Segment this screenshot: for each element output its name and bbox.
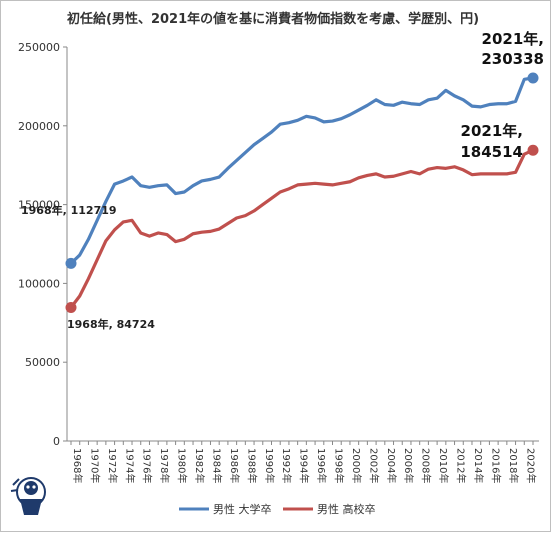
annotation-highschool-1968: 1968年, 84724 bbox=[67, 317, 155, 331]
series-line-0 bbox=[69, 76, 535, 265]
series-1-endpoint-marker bbox=[65, 301, 77, 313]
x-tick-label: 1988年 bbox=[245, 448, 258, 483]
chart-title: 初任給(男性、2021年の値を基に消費者物価指数を考慮、学歴別、円) bbox=[67, 11, 479, 27]
x-tick-label: 2000年 bbox=[350, 448, 363, 483]
x-tick-label: 1974年 bbox=[123, 448, 136, 483]
annotation-highschool-2021-line1: 2021年, bbox=[461, 122, 523, 140]
annotation-college-2021-line1: 2021年, bbox=[482, 30, 544, 48]
legend-label-highschool: 男性 高校卒 bbox=[317, 502, 376, 516]
x-tick-label: 2012年 bbox=[455, 448, 468, 483]
annotation-college-2021-line2: 230338 bbox=[481, 50, 544, 68]
x-tick-label: 1968年 bbox=[71, 448, 84, 483]
x-tick-label: 1976年 bbox=[141, 448, 154, 483]
y-tick-label: 50000 bbox=[25, 356, 60, 369]
x-tick-label: 2004年 bbox=[385, 448, 398, 483]
x-tick-label: 1990年 bbox=[263, 448, 276, 483]
series-1-endpoint-marker bbox=[527, 144, 539, 156]
x-tick-label: 1996年 bbox=[315, 448, 328, 483]
x-tick-label: 2010年 bbox=[437, 448, 450, 483]
series-0-endpoint-marker bbox=[527, 72, 539, 84]
x-axis: 1968年 1970年 1972年 1974年 1976年 1978年 1980年 1982年… bbox=[67, 440, 539, 483]
legend-label-college: 男性 大学卒 bbox=[213, 502, 272, 516]
x-tick-label: 1994年 bbox=[298, 448, 311, 483]
x-tick-label: 2020年 bbox=[524, 448, 537, 483]
x-tick-label: 1998年 bbox=[333, 448, 346, 483]
x-tick-label: 1986年 bbox=[228, 448, 241, 483]
x-tick-label: 1980年 bbox=[176, 448, 189, 483]
legend: 男性 大学卒 男性 高校卒 bbox=[179, 502, 376, 516]
x-tick-label: 2006年 bbox=[402, 448, 415, 483]
mascot-logo bbox=[10, 477, 46, 515]
x-tick-label: 2014年 bbox=[472, 448, 485, 483]
series-0-endpoint-marker bbox=[65, 257, 77, 269]
y-tick-label: 100000 bbox=[18, 277, 60, 290]
y-tick-label: 200000 bbox=[18, 120, 60, 133]
x-tick-label: 2008年 bbox=[420, 448, 433, 483]
x-tick-label: 2002年 bbox=[367, 448, 380, 483]
y-tick-label: 250000 bbox=[18, 41, 60, 54]
x-tick-label: 1984年 bbox=[210, 448, 223, 483]
y-tick-label: 150000 bbox=[18, 199, 60, 212]
x-tick-label: 1972年 bbox=[106, 448, 119, 483]
y-tick-label: 0 bbox=[53, 435, 60, 448]
x-tick-label: 1970年 bbox=[88, 448, 101, 483]
x-tick-label: 1992年 bbox=[280, 448, 293, 483]
annotation-college-1968: 1968年, 112719 bbox=[21, 203, 117, 217]
x-tick-label: 2018年 bbox=[507, 448, 520, 483]
annotation-highschool-2021-line2: 184514 bbox=[460, 143, 523, 161]
series-line-1 bbox=[69, 148, 535, 310]
x-tick-label: 2016年 bbox=[489, 448, 502, 483]
annotation-layer: 1968年, 112719 1968年, 84724 2021年, 230338… bbox=[21, 30, 544, 331]
series-layer bbox=[65, 72, 539, 313]
x-tick-label: 1978年 bbox=[158, 448, 171, 483]
y-axis: 0 50000 100000 150000 200000 250000 bbox=[18, 41, 68, 448]
x-tick-label: 1982年 bbox=[193, 448, 206, 483]
